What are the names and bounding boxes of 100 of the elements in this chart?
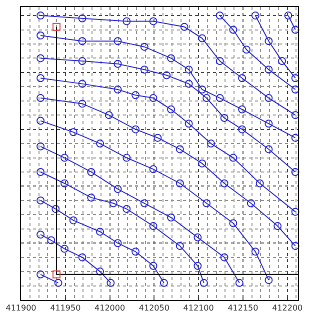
- point: [36, 168, 45, 176]
- point: [132, 91, 140, 100]
- point: [238, 105, 246, 114]
- point: [36, 196, 45, 204]
- point: [176, 179, 184, 188]
- point: [36, 270, 45, 278]
- point: [69, 216, 78, 224]
- point: [238, 74, 246, 82]
- point: [206, 140, 215, 148]
- point: [96, 228, 104, 236]
- point: [149, 17, 158, 26]
- point: [52, 22, 61, 31]
- point: [291, 208, 300, 216]
- point: [69, 128, 78, 136]
- point: [36, 116, 45, 125]
- point: [122, 204, 131, 213]
- point: [264, 276, 273, 284]
- point: [96, 268, 104, 276]
- point: [47, 236, 56, 244]
- x-tick-label: 411900: [6, 304, 36, 313]
- point: [114, 60, 122, 68]
- point: [104, 111, 113, 120]
- x-tick-label: 412000: [94, 304, 126, 313]
- x-tick-label: 412150: [228, 304, 258, 313]
- point: [167, 54, 176, 62]
- point: [167, 214, 176, 222]
- point: [167, 105, 176, 114]
- point: [140, 199, 148, 208]
- point: [162, 71, 171, 80]
- point: [216, 57, 224, 66]
- point: [251, 12, 260, 20]
- point: [220, 253, 228, 262]
- point: [238, 125, 246, 134]
- point: [246, 199, 255, 208]
- point: [149, 165, 158, 174]
- x-tick-label: 411950: [50, 304, 81, 313]
- point: [122, 17, 131, 26]
- point: [36, 74, 45, 82]
- point: [132, 248, 140, 256]
- point: [184, 66, 193, 74]
- point: [291, 168, 300, 176]
- point: [198, 34, 206, 42]
- point: [216, 94, 224, 102]
- point: [114, 239, 122, 248]
- point: [78, 253, 86, 262]
- point: [78, 57, 86, 66]
- point: [78, 80, 86, 88]
- point: [198, 86, 206, 94]
- point: [264, 145, 273, 154]
- point: [291, 74, 300, 82]
- point: [235, 278, 244, 287]
- point: [274, 222, 282, 230]
- point: [78, 37, 86, 46]
- point: [36, 12, 45, 20]
- point: [229, 219, 238, 228]
- point: [229, 154, 238, 162]
- x-tick-label: 412100: [183, 304, 214, 313]
- point: [198, 159, 206, 168]
- point: [149, 222, 158, 230]
- point: [264, 94, 273, 102]
- point: [87, 168, 96, 176]
- point: [220, 114, 228, 122]
- x-tick-label: 412200: [272, 304, 303, 313]
- point: [176, 242, 184, 250]
- point: [251, 248, 260, 256]
- point: [291, 111, 300, 120]
- point: [220, 179, 228, 188]
- point: [291, 134, 300, 142]
- point: [264, 120, 273, 128]
- point: [132, 125, 140, 134]
- x-tick-label: 412050: [138, 304, 170, 313]
- point: [278, 57, 286, 66]
- point: [78, 100, 86, 108]
- point: [149, 262, 158, 270]
- point: [180, 22, 188, 31]
- point: [106, 278, 115, 287]
- point: [202, 94, 211, 102]
- point: [109, 199, 118, 208]
- point: [264, 37, 273, 46]
- point: [184, 120, 193, 128]
- point: [60, 179, 68, 188]
- point: [242, 46, 251, 54]
- point: [36, 54, 45, 62]
- point: [200, 278, 208, 287]
- point: [60, 244, 68, 253]
- point: [36, 94, 45, 102]
- point: [291, 242, 300, 250]
- point: [216, 12, 224, 20]
- point: [194, 233, 202, 242]
- point: [176, 145, 184, 154]
- point: [52, 204, 60, 213]
- point: [36, 230, 45, 239]
- point: [114, 185, 122, 194]
- point: [60, 154, 68, 162]
- point: [194, 262, 202, 270]
- point: [36, 142, 45, 150]
- point: [140, 42, 148, 51]
- point: [229, 26, 238, 34]
- point: [184, 80, 193, 88]
- point: [291, 86, 300, 94]
